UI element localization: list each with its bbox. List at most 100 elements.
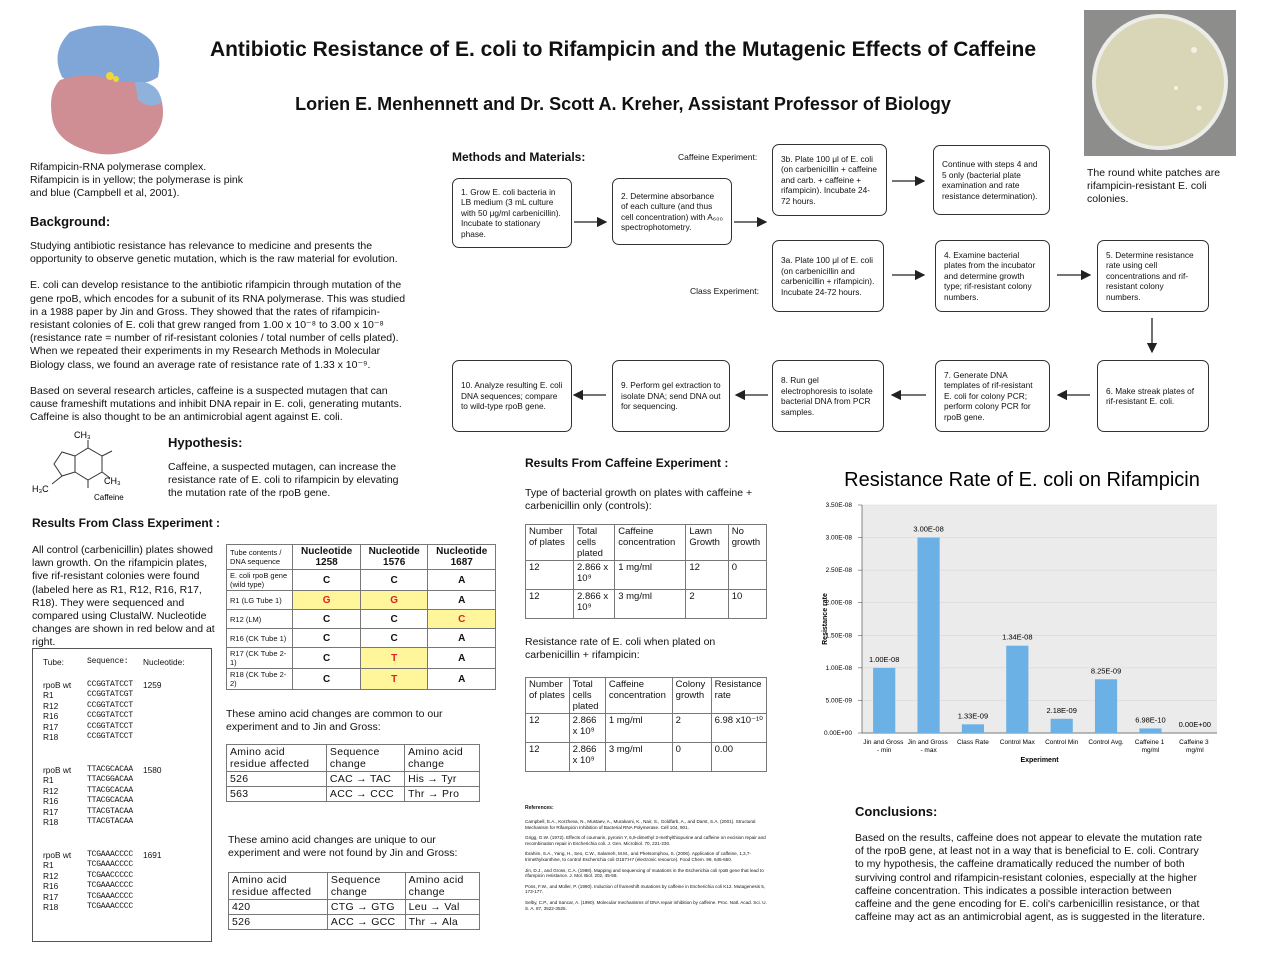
paragraph: E. coli can develop resistance to the an… [30,279,406,371]
table-cell: R17 (CK Tube 2-1) [225,647,294,669]
flow-step: 6. Make streak plates of rif-resistant E… [1097,360,1209,432]
table-cell: 6.98 x10⁻¹⁰ [710,713,768,743]
paragraph: Studying antibiotic resistance has relev… [30,240,398,266]
alignment-row: R18 TTACGTACAA [43,817,201,828]
y-tick-label: 3.50E-08 [826,502,853,509]
table-cell: C [359,628,429,648]
table-cell: G [292,590,361,610]
polymerase-image [51,25,164,155]
alignment-cell: 1259 [143,679,162,690]
alignment-row: rpoB wt TTACGCACAA 1580 [43,765,201,776]
table-intro: Resistance rate of E. coli when plated o… [525,636,716,662]
header-cell: Total cells plated [573,524,616,561]
flow-step: 2. Determine absorbance of each culture … [612,178,732,245]
alignment-cell: 1691 [143,849,162,860]
alignment-row: R16 TTACGCACAA [43,796,201,807]
alignment-group: rpoB wt CCGGTATCCT 1259 R1 CCGGTATCGT R12 CCGG… [43,680,201,743]
flow-label: Caffeine Experiment: [678,152,758,162]
section-heading: Results From Caffeine Experiment : [525,456,729,470]
table-cell: G [359,590,429,610]
x-axis-label: Experiment [1020,757,1059,764]
header-cell: Number of plates [524,524,575,561]
rate-table: Number of plates Total cells plated Caffei… [525,677,768,772]
alignment-group: rpoB wt TTACGCACAA 1580 R1 TTACGGACAA R12 TTAC… [43,765,201,828]
alignment-row: R12 TTACGCACAA [43,786,201,797]
table-intro: These amino acid changes are unique to o… [228,834,458,860]
alignment-row: rpoB wt CCGGTATCCT 1259 [43,680,201,691]
table-cell: C [427,609,496,629]
amino-acid-table: Amino acid residue affected Sequence chan… [228,872,481,930]
alignment-cell: TTACGCACAA [87,796,134,805]
y-tick-label: 0.00E+00 [824,730,852,737]
table-cell: T [359,647,429,669]
table-cell: 1 mg/ml [614,560,687,590]
x-tick-label: Caffeine 3 mg/ml [1179,739,1210,754]
table-cell: CAC → TAC [325,771,406,787]
table-cell: 2 [685,589,729,619]
x-tick-label: Jin and Gross - max [908,739,950,754]
alignment-cell: TTACGTACAA [87,806,134,816]
table-cell: 526 [226,771,327,787]
table-cell: 0 [727,560,768,590]
table-header-row: Number of plates Total cells plated Caffei… [525,677,768,714]
table-cell: R18 (CK Tube 2-2) [225,668,294,690]
header-cell: Sequence: [87,657,129,666]
alignment-cell: R12 [43,870,59,881]
header-cell: Amino acid residue affected [226,744,327,772]
table-cell: His → Tyr [404,771,480,787]
table-cell: E. coli rpoB gene (wild type) [225,569,294,591]
header-cell: No growth [727,524,768,561]
plot-area [862,505,1217,733]
poster-title: Antibiotic Resistance of E. coli to Rifa… [209,38,1037,61]
reference: Jin, D.J., and Gross, C.A. (1988). Mappi… [525,867,764,879]
section-heading: References: [525,805,554,811]
table-cell: C [292,647,361,669]
table-cell: CTG → GTG [326,899,406,915]
alignment-cell: CCGGTATCCT [87,732,134,741]
table-cell: 526 [228,914,328,930]
class-results-text: All control (carbenicillin) plates showe… [32,544,215,649]
header-cell: Colony growth [671,677,712,714]
alignment-row: R17 CCGGTATCCT [43,722,201,733]
molecule-label: CH₃ [74,430,91,440]
alignment-group: rpoB wt TCGAAACCCC 1691 R1 TCGAAACCCC R12 TCGA… [43,850,201,913]
alignment-cell: TTACGCACAA [87,764,134,774]
table-row: 12 2.866 x 10⁹ 1 mg/ml 12 0 [524,560,768,590]
alignment-cell: CCGGTATCCT [87,711,134,720]
alignment-cell: R17 [43,806,59,817]
table-cell: 1 mg/ml [604,713,673,743]
bar [1006,645,1029,733]
table-cell: ACC → GCC [326,914,406,930]
reference: Pons, F.W., and Müller, P. (1990). Induc… [525,883,766,895]
reference: Selby, C.P., and Sancar, A. (1990). Mole… [525,899,767,911]
nucleotide-table: Tube contents / DNA sequence Nucleotide 1… [225,544,496,690]
alignment-cell: TCGAACCCCC [87,870,134,880]
flow-step: Continue with steps 4 and 5 only (bacter… [933,145,1050,215]
alignment-row: R17 TCGAAACCCC [43,892,201,903]
table-row: 526 ACC → GCC Thr → Ala [228,914,481,930]
table-cell: 2.866 x 10⁹ [568,742,606,772]
header-cell: Caffeine concentration [614,524,687,561]
y-tick-label: 2.00E-08 [826,600,853,607]
table-row: 526 CAC → TAC His → Tyr [226,771,480,787]
alignment-cell: 1580 [143,764,162,775]
header-cell: Amino acid residue affected [228,872,328,900]
alignment-cell: R16 [43,881,59,891]
x-tick-label: Control Min [1045,739,1079,746]
alignment-row: R18 CCGGTATCCT [43,732,201,743]
table-row: 563 ACC → CCC Thr → Pro [226,786,480,802]
table-cell: 0.00 [710,742,768,772]
flow-arrows [572,175,1158,401]
reference: Campbell, E.A., Korzheva, N., Mustaev, A… [525,819,756,830]
table-cell: Leu → Val [404,899,481,915]
value-label: 0.00E+00 [1179,720,1211,729]
flow-step: 8. Run gel electrophoresis to isolate ba… [772,360,884,432]
table-cell: C [292,609,361,629]
alignment-cell: R16 [43,711,59,721]
table-cell: C [292,668,361,690]
section-heading: Methods and Materials: [452,150,586,164]
molecule-label: Caffeine [94,493,124,502]
alignment-cell: CCGGTATCCT [87,721,134,731]
reference: Grigg, G.W. (1972). Effects of coumarin,… [525,835,766,846]
